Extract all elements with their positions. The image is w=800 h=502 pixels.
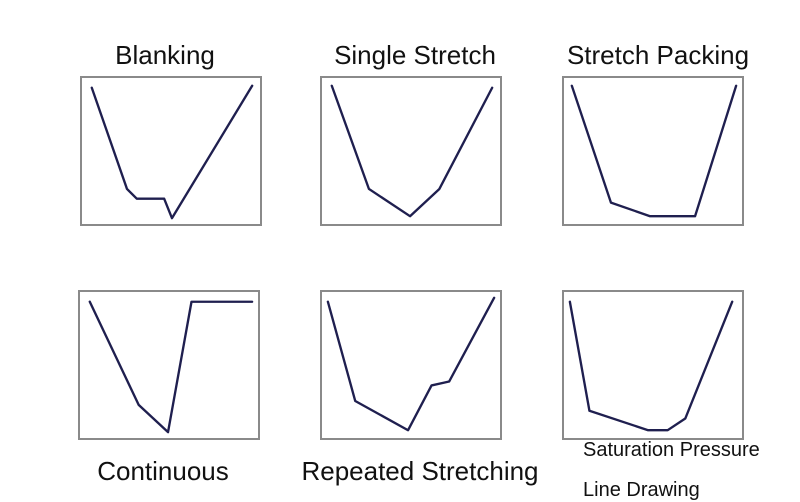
panel-title-blanking: Blanking <box>115 40 215 70</box>
panel-repeated-stretching <box>320 290 502 440</box>
panel-title-continuous: Continuous <box>97 456 229 486</box>
curve-single-stretch <box>330 84 494 218</box>
curve-saturation-pressure <box>568 300 734 432</box>
curve-blanking <box>90 84 254 220</box>
panel-title-saturation-pressure-line1: Saturation Pressure <box>583 439 760 461</box>
panel-title-stretch-packing: Stretch Packing <box>566 40 750 70</box>
curve-repeated-stretching <box>326 296 496 432</box>
panel-continuous <box>78 290 260 440</box>
curve-stretch-packing <box>570 84 738 218</box>
curve-continuous <box>88 300 254 434</box>
panel-saturation-pressure <box>562 290 744 440</box>
panel-blanking <box>80 76 262 226</box>
panel-title-repeated-stretching: Repeated Stretching <box>301 456 539 486</box>
panel-stretch-packing <box>562 76 744 226</box>
panel-title-single-stretch: Single Stretch <box>334 40 496 70</box>
panel-title-saturation-pressure-line2: Line Drawing <box>583 479 700 501</box>
panel-single-stretch <box>320 76 502 226</box>
